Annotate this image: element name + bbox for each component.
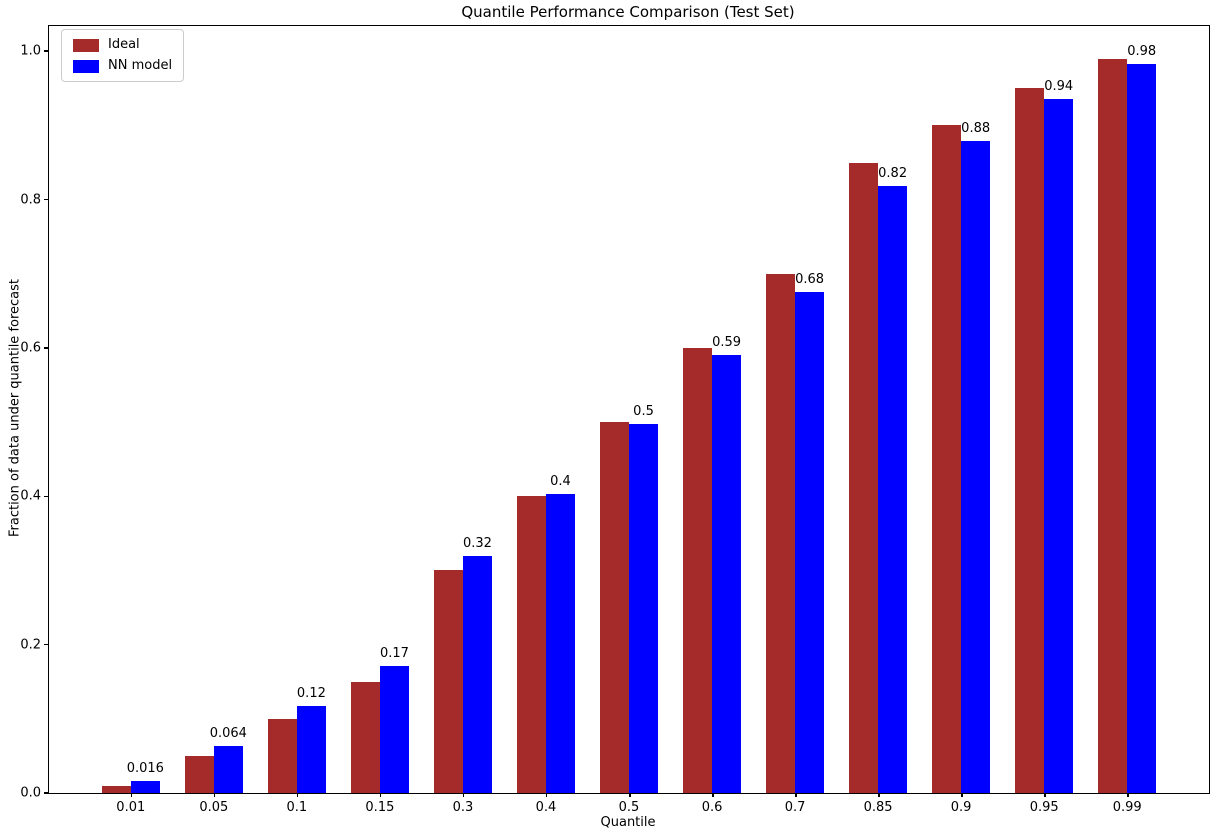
bar-nn-model-0.15 [379,666,409,793]
x-tick-label: 0.1 [286,800,308,815]
bar-nn-model-0.7 [795,291,825,793]
y-tick-label: 0.0 [20,785,41,801]
plot-area: Ideal NN model 0.016 0.01 0.064 0.05 0.12 0.1… [20,25,1210,815]
bar-nn-model-0.4 [545,494,575,793]
y-tick-label: 0.6 [20,340,41,356]
y-tick [44,495,48,498]
bar-ideal-0.1 [267,718,297,793]
y-tick-label: 0.8 [20,192,41,208]
bar-value-label: 0.68 [795,271,825,287]
bar-value-label: 0.32 [462,535,492,551]
x-axis-label: Quantile [600,815,656,830]
legend: Ideal NN model [61,29,185,82]
bar-ideal-0.9 [932,125,962,793]
legend-item-ideal: Ideal [73,37,172,53]
y-tick [44,50,48,52]
legend-label-ideal: Ideal [108,37,140,52]
x-tick [1044,793,1046,797]
legend-swatch-ideal [73,38,99,52]
bar-ideal-0.95 [1015,88,1045,793]
x-tick [379,793,382,797]
bar-nn-model-0.6 [712,354,742,793]
x-tick-label: 0.95 [1029,800,1059,815]
bar-ideal-0.3 [433,570,463,793]
bar-ideal-0.4 [516,496,546,793]
x-tick-label: 0.7 [784,800,806,815]
y-tick-label: 1.0 [20,43,41,59]
bar-ideal-0.05 [184,755,214,793]
x-tick-label: 0.5 [618,800,640,815]
x-tick-label: 0.15 [365,800,395,815]
bar-ideal-0.5 [599,422,629,793]
bar-value-label: 0.5 [633,404,654,420]
bar-value-label: 0.016 [126,761,164,777]
y-tick [44,792,48,794]
bar-value-label: 0.4 [550,474,571,490]
x-tick [296,793,299,797]
bar-value-label: 0.82 [878,166,908,182]
bar-value-label: 0.94 [1044,79,1074,95]
x-tick [213,793,216,797]
legend-swatch-nn-model [73,59,99,73]
x-tick-label: 0.85 [863,800,893,815]
x-tick [629,793,631,797]
bar-value-label: 0.17 [379,646,409,662]
bar-nn-model-0.99 [1127,63,1157,793]
bar-ideal-0.7 [766,273,796,793]
bar-nn-model-0.95 [1044,99,1074,793]
bar-ideal-0.6 [682,347,713,793]
x-tick [961,793,963,797]
bar-ideal-0.99 [1098,58,1128,793]
chart-title: Quantile Performance Comparison (Test Se… [461,3,795,21]
bar-nn-model-0.3 [462,555,492,793]
x-tick-label: 0.9 [950,800,972,815]
bar-nn-model-0.5 [629,424,659,793]
bar-value-label: 0.064 [209,725,247,741]
bar-value-label: 0.12 [296,686,326,702]
x-tick [462,793,465,797]
bar-nn-model-0.85 [878,186,908,793]
bar-value-label: 0.98 [1127,43,1157,59]
y-tick [44,347,48,349]
bar-value-label: 0.88 [961,120,991,136]
y-tick-label: 0.2 [20,637,41,653]
bar-nn-model-0.1 [296,706,326,793]
y-tick-label: 0.4 [20,488,41,504]
bar-ideal-0.01 [101,785,131,793]
x-tick-label: 0.3 [452,800,474,815]
y-tick [44,643,48,646]
y-tick [44,198,48,201]
x-tick [795,793,797,797]
legend-item-nn-model: NN model [73,58,172,74]
bar-nn-model-0.01 [130,781,160,793]
bar-value-label: 0.59 [712,334,742,350]
bar-nn-model-0.9 [961,140,991,793]
x-tick [545,793,548,797]
x-tick [130,793,133,797]
x-tick-label: 0.6 [701,800,723,815]
bar-nn-model-0.05 [213,745,243,793]
bar-ideal-0.85 [849,162,879,793]
bar-ideal-0.15 [350,681,380,793]
x-tick-label: 0.99 [1112,800,1142,815]
x-tick [712,793,714,797]
x-tick [878,793,880,797]
x-tick-label: 0.4 [535,800,557,815]
x-tick [1127,793,1129,797]
legend-label-nn-model: NN model [108,58,173,73]
x-tick-label: 0.05 [199,800,229,815]
x-tick-label: 0.01 [116,800,146,815]
